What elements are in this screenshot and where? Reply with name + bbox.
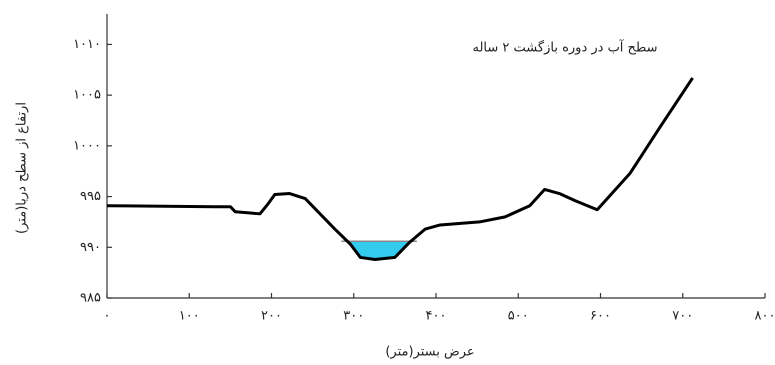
x-tick-label: ۵۰۰: [508, 309, 529, 324]
y-tick-label: ۱۰۰۰: [73, 138, 101, 153]
x-tick-label: ۶۰۰: [590, 309, 611, 324]
x-tick-label: ۸۰۰: [755, 309, 775, 324]
y-tick-label: ۹۹۰: [80, 240, 101, 255]
y-axis-label: ارتفاع از سطح دریا(متر): [15, 102, 30, 234]
x-tick-label: ۱۰۰: [179, 309, 200, 324]
y-tick-label: ۱۰۰۵: [73, 88, 101, 103]
x-tick-label: ۳۰۰: [343, 309, 364, 324]
x-axis-label: عرض بستر(متر): [385, 345, 474, 360]
ground-profile: [106, 77, 694, 261]
y-tick-label: ۹۹۵: [80, 189, 101, 204]
y-tick-label: ۹۸۵: [80, 291, 101, 306]
x-tick-label: ۴۰۰: [426, 309, 447, 324]
water-area: [347, 241, 411, 260]
y-tick-label: ۱۰۱۰: [73, 37, 101, 52]
x-tick-label: ۲۰۰: [261, 309, 282, 324]
x-tick-label: ۰: [104, 309, 111, 324]
annotation: سطح آب در دوره بازگشت ۲ ساله: [473, 39, 658, 56]
x-tick-label: ۷۰۰: [672, 309, 693, 324]
